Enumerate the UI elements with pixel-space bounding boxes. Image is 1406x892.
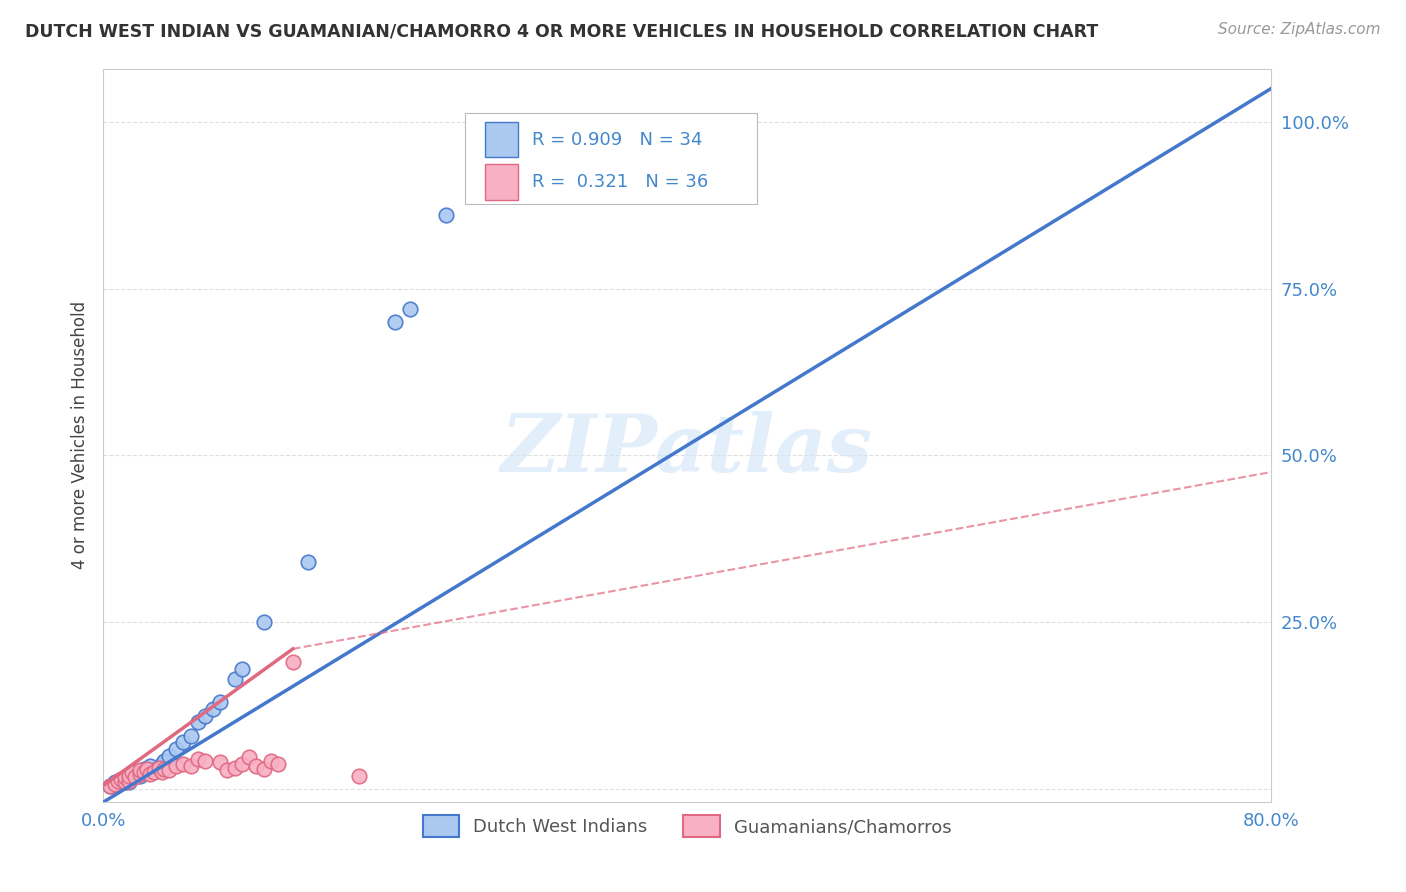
- Point: [434, 208, 457, 222]
- Point: [143, 765, 166, 780]
- Point: [100, 779, 122, 793]
- Point: [118, 773, 141, 788]
- Point: [148, 761, 170, 775]
- Point: [132, 762, 155, 776]
- Point: [165, 758, 187, 772]
- Point: [224, 761, 246, 775]
- FancyBboxPatch shape: [465, 112, 758, 204]
- Point: [118, 775, 141, 789]
- Point: [128, 764, 150, 778]
- Point: [208, 695, 231, 709]
- Point: [165, 742, 187, 756]
- Point: [253, 615, 276, 629]
- Point: [153, 754, 176, 768]
- Point: [128, 767, 150, 781]
- Point: [128, 765, 150, 780]
- Point: [110, 773, 132, 788]
- Point: [238, 750, 260, 764]
- Point: [124, 770, 146, 784]
- Point: [267, 756, 290, 771]
- Point: [139, 767, 162, 781]
- Point: [136, 762, 159, 776]
- Point: [253, 762, 276, 776]
- Point: [121, 770, 143, 784]
- Legend: Dutch West Indians, Guamanians/Chamorros: Dutch West Indians, Guamanians/Chamorros: [415, 808, 959, 845]
- Text: Source: ZipAtlas.com: Source: ZipAtlas.com: [1218, 22, 1381, 37]
- Point: [347, 768, 370, 782]
- Text: R =  0.321   N = 36: R = 0.321 N = 36: [531, 173, 709, 191]
- Text: R = 0.909   N = 34: R = 0.909 N = 34: [531, 131, 702, 149]
- Point: [281, 655, 304, 669]
- Point: [136, 765, 159, 780]
- Point: [231, 756, 253, 771]
- FancyBboxPatch shape: [485, 122, 517, 158]
- Point: [384, 315, 406, 329]
- Y-axis label: 4 or more Vehicles in Household: 4 or more Vehicles in Household: [72, 301, 89, 569]
- FancyBboxPatch shape: [485, 164, 517, 200]
- Point: [172, 735, 194, 749]
- Point: [107, 773, 129, 788]
- Point: [100, 779, 122, 793]
- Point: [139, 758, 162, 772]
- Point: [187, 715, 209, 730]
- Point: [132, 765, 155, 780]
- Point: [187, 752, 209, 766]
- Point: [148, 762, 170, 776]
- Point: [231, 662, 253, 676]
- Point: [118, 768, 141, 782]
- Point: [172, 756, 194, 771]
- Point: [157, 748, 180, 763]
- Point: [110, 772, 132, 786]
- Point: [114, 775, 136, 789]
- Point: [121, 765, 143, 780]
- Point: [194, 708, 217, 723]
- Point: [180, 758, 202, 772]
- Point: [107, 776, 129, 790]
- Point: [217, 764, 239, 778]
- Point: [245, 758, 267, 772]
- Point: [114, 775, 136, 789]
- Point: [114, 770, 136, 784]
- Point: [128, 768, 150, 782]
- Point: [118, 768, 141, 782]
- Point: [297, 555, 319, 569]
- Point: [150, 756, 173, 771]
- Point: [208, 756, 231, 770]
- Point: [153, 762, 176, 776]
- Point: [124, 765, 146, 780]
- Point: [398, 301, 420, 316]
- Point: [157, 764, 180, 778]
- Text: ZIPatlas: ZIPatlas: [501, 411, 873, 489]
- Point: [104, 775, 127, 789]
- Point: [194, 754, 217, 768]
- Point: [201, 702, 224, 716]
- Point: [150, 765, 173, 780]
- Point: [260, 754, 283, 768]
- Point: [114, 772, 136, 786]
- Point: [224, 672, 246, 686]
- Point: [104, 776, 127, 790]
- Point: [180, 729, 202, 743]
- Point: [143, 764, 166, 778]
- Text: DUTCH WEST INDIAN VS GUAMANIAN/CHAMORRO 4 OR MORE VEHICLES IN HOUSEHOLD CORRELAT: DUTCH WEST INDIAN VS GUAMANIAN/CHAMORRO …: [25, 22, 1098, 40]
